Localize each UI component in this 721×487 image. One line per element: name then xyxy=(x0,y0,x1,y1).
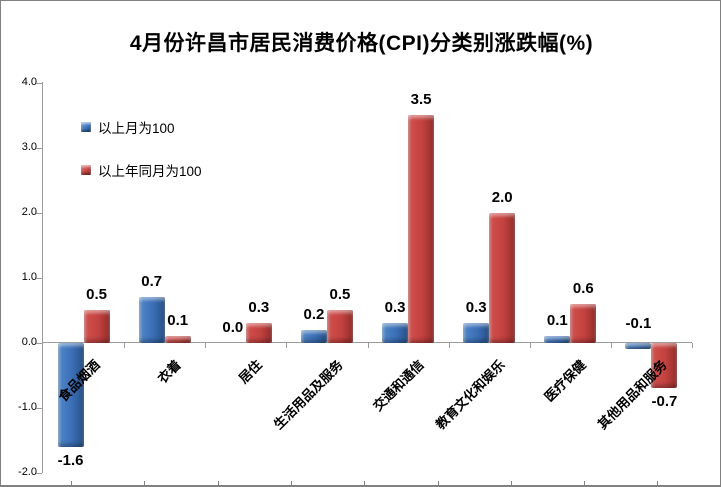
bar-s1-c1 xyxy=(164,336,191,343)
y-tick-mark xyxy=(36,342,42,344)
bar-label-s0-c2: 0.0 xyxy=(222,318,244,336)
bar-s0-c0 xyxy=(57,342,84,447)
bar-label-s1-c5: 2.0 xyxy=(491,188,513,206)
bar-label-s1-c4: 3.5 xyxy=(410,91,432,108)
bar-s1-c7 xyxy=(651,342,678,388)
y-tick-label: -2.0 xyxy=(18,465,37,478)
y-tick-mark xyxy=(36,277,42,279)
y-tick-label: 4.0 xyxy=(21,75,37,88)
bar-label-s0-c0: -1.6 xyxy=(57,451,84,469)
category-boundary-tick xyxy=(529,342,531,348)
ruler-tick xyxy=(584,481,585,485)
legend-item-month: 以上月为100 xyxy=(81,119,175,136)
y-tick-label: 1.0 xyxy=(21,270,37,283)
ruler-tick xyxy=(438,481,439,485)
bar-label-s0-c4: 0.3 xyxy=(384,299,406,316)
y-axis-line xyxy=(42,82,43,473)
bar-label-s0-c6: 0.1 xyxy=(546,312,568,329)
bar-s0-c6 xyxy=(544,336,571,343)
ruler-tick xyxy=(291,481,292,485)
bar-label-s1-c1: 0.1 xyxy=(167,312,189,329)
bar-s1-c0 xyxy=(83,310,110,343)
bar-label-s0-c5: 0.3 xyxy=(465,299,487,316)
category-label-6: 医疗保健 xyxy=(541,356,590,405)
legend-item-year: 以上年同月为100 xyxy=(81,162,202,179)
bar-label-s1-c2: 0.3 xyxy=(248,299,270,316)
y-tick-mark xyxy=(36,212,42,214)
y-tick-mark xyxy=(36,472,42,474)
y-tick-label: 2.0 xyxy=(21,205,37,218)
y-tick-mark xyxy=(36,147,42,149)
legend-label-year: 以上年同月为100 xyxy=(98,164,202,179)
bar-s0-c4 xyxy=(382,323,409,343)
category-boundary-tick xyxy=(610,342,612,348)
category-label-4: 交通和通信 xyxy=(370,356,427,414)
ruler-tick xyxy=(364,481,365,485)
y-tick-label: -1.0 xyxy=(18,400,37,413)
y-tick-mark xyxy=(36,82,42,84)
ruler-tick xyxy=(71,481,72,485)
ruler-tick xyxy=(657,481,658,485)
bar-s1-c3 xyxy=(326,310,353,343)
ruler-tick xyxy=(511,481,512,485)
chart-title: 4月份许昌市居民消费价格(CPI)分类别涨跌幅(%) xyxy=(129,32,594,55)
bar-s0-c7 xyxy=(625,342,652,349)
bar-s0-c1 xyxy=(138,297,165,343)
x-axis-line xyxy=(42,342,692,343)
bar-label-s0-c3: 0.2 xyxy=(303,305,325,323)
bar-label-s1-c0: 0.5 xyxy=(86,286,107,303)
bar-label-s1-c6: 0.6 xyxy=(572,279,594,297)
category-boundary-tick xyxy=(124,342,126,348)
y-tick-label: 3.0 xyxy=(21,140,37,153)
category-boundary-tick xyxy=(205,342,207,348)
bar-s1-c4 xyxy=(408,115,435,343)
category-boundary-tick xyxy=(286,342,288,348)
legend-swatch-red-icon xyxy=(81,165,91,175)
y-tick-label: 0.0 xyxy=(21,335,37,348)
category-label-5: 教育文化和娱乐 xyxy=(432,356,508,432)
bar-label-s0-c7: -0.1 xyxy=(625,314,652,332)
category-boundary-tick xyxy=(692,342,693,348)
bar-s0-c3 xyxy=(300,329,327,343)
y-tick-mark xyxy=(36,407,42,409)
legend-swatch-blue-icon xyxy=(81,122,91,132)
bar-s1-c6 xyxy=(570,303,597,343)
category-boundary-tick xyxy=(448,342,450,348)
bar-s0-c5 xyxy=(463,323,490,343)
bar-label-s1-c7: -0.7 xyxy=(651,393,678,410)
legend-label-month: 以上月为100 xyxy=(98,121,175,136)
bar-s1-c5 xyxy=(489,212,516,343)
bar-s1-c2 xyxy=(245,323,272,343)
category-label-1: 衣着 xyxy=(154,356,184,386)
ruler-tick xyxy=(144,481,145,485)
category-boundary-tick xyxy=(367,342,369,348)
category-label-2: 居住 xyxy=(235,356,265,386)
bottom-ruler-line xyxy=(1,485,720,486)
ruler-tick xyxy=(218,481,219,485)
category-label-3: 生活用品及服务 xyxy=(270,356,346,432)
bar-label-s1-c3: 0.5 xyxy=(329,286,351,303)
bar-label-s0-c1: 0.7 xyxy=(141,273,163,290)
